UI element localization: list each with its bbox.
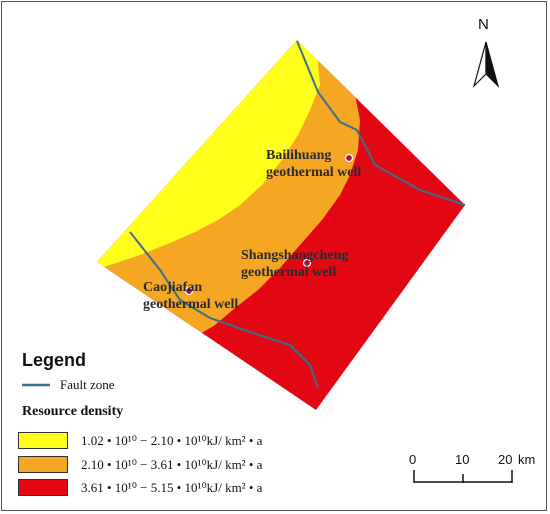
scale-tick-10: 10 xyxy=(455,452,470,467)
north-arrow-icon xyxy=(472,41,500,89)
scale-bar-graphic xyxy=(413,470,513,483)
well-type: geothermal well xyxy=(241,265,337,280)
scale-tick-20: 20 xyxy=(498,452,513,467)
well-markers xyxy=(184,153,354,296)
well-name: Shangshangcheng xyxy=(241,248,349,263)
legend-resource-title: Resource density xyxy=(22,404,124,419)
well-type: geothermal well xyxy=(143,297,239,312)
well-name: Bailihuang xyxy=(266,148,332,163)
legend-class-high: 3.61 • 10¹⁰ − 5.15 • 10¹⁰kJ/ km² • a xyxy=(18,479,318,497)
fault-line-south xyxy=(129,231,319,389)
legend-class-mid: 2.10 • 10¹⁰ − 3.61 • 10¹⁰kJ/ km² • a xyxy=(18,456,318,474)
resource-zones xyxy=(97,40,465,410)
legend-class-low: 1.02 • 10¹⁰ − 2.10 • 10¹⁰kJ/ km² • a xyxy=(18,432,318,450)
well-name: Caojiafan xyxy=(143,280,203,295)
legend-class-label: 3.61 • 10¹⁰ − 5.15 • 10¹⁰kJ/ km² • a xyxy=(81,480,263,495)
fault-line-north xyxy=(296,40,466,206)
well-label-caojiafan: Caojiafan geothermal well xyxy=(143,279,238,313)
legend-swatch xyxy=(18,432,68,449)
well-marker-shangshangcheng xyxy=(302,258,312,268)
legend-class-label: 2.10 • 10¹⁰ − 3.61 • 10¹⁰kJ/ km² • a xyxy=(81,457,263,472)
north-label: N xyxy=(478,16,489,33)
scale-tick-0: 0 xyxy=(409,452,417,467)
well-label-shangshangcheng: Shangshangcheng geothermal well xyxy=(241,247,348,281)
fault-zones xyxy=(129,40,466,389)
well-label-bailihuang: Bailihuang geothermal well xyxy=(266,147,361,181)
well-type: geothermal well xyxy=(266,165,362,180)
well-marker-caojiafan xyxy=(184,286,194,296)
scale-unit: km xyxy=(518,452,536,467)
legend-swatch xyxy=(18,479,68,496)
legend-title: Legend xyxy=(22,350,87,370)
legend-swatch xyxy=(18,456,68,473)
well-marker-bailihuang xyxy=(344,153,354,163)
legend-class-label: 1.02 • 10¹⁰ − 2.10 • 10¹⁰kJ/ km² • a xyxy=(81,433,263,448)
legend-fault-label: Fault zone xyxy=(60,377,115,392)
